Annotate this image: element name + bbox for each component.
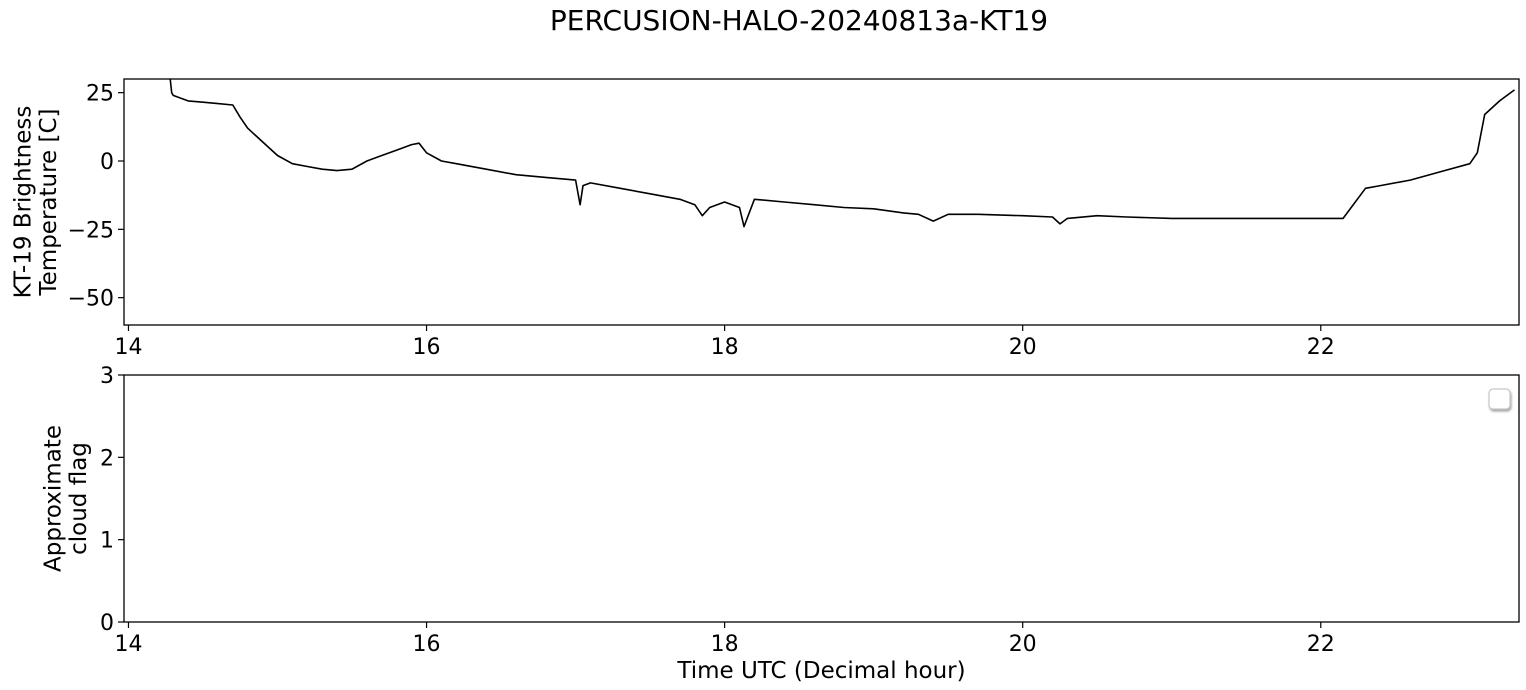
- x-tick-label: 14: [114, 335, 142, 360]
- x-tick-label: 20: [1009, 335, 1037, 360]
- x-tick-label: 18: [711, 335, 739, 360]
- y-tick-label: 3: [100, 364, 114, 389]
- y-tick-label: 25: [86, 82, 114, 107]
- legend-box: [1488, 388, 1511, 410]
- x-tick-label: 14: [114, 632, 142, 657]
- x-tick-label: 22: [1307, 335, 1335, 360]
- axes-frame: [123, 374, 1520, 623]
- y-axis-label: Approximatecloud flag: [41, 425, 92, 572]
- x-tick-label: 18: [711, 632, 739, 657]
- x-tick-label: 16: [413, 335, 441, 360]
- y-tick-label: −25: [68, 218, 114, 243]
- y-tick-label: 0: [100, 611, 114, 636]
- x-tick-label: 22: [1307, 632, 1335, 657]
- x-tick-label: 16: [413, 632, 441, 657]
- y-tick-label: 0: [100, 150, 114, 175]
- y-tick-label: 2: [100, 446, 114, 471]
- series-line: [169, 79, 1515, 228]
- x-tick-label: 20: [1009, 632, 1037, 657]
- x-axis-label: Time UTC (Decimal hour): [676, 658, 965, 684]
- y-tick-label: 1: [100, 529, 114, 554]
- y-tick-label: −50: [68, 287, 114, 312]
- cloud-flag-panel: 14 16 18 20 22 0 1 2 3 Approximatecloud flag Time …: [41, 364, 1520, 684]
- figure-title: PERCUSION-HALO-20240813a-KT19: [550, 4, 1048, 37]
- y-axis-label: KT-19 BrightnessTemperature [C]: [11, 106, 62, 299]
- axes-frame: [123, 78, 1520, 326]
